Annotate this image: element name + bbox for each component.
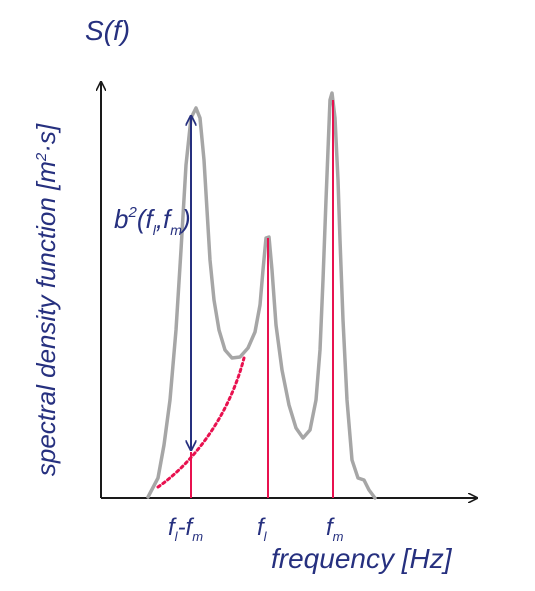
tick-label-fl: fl: [257, 514, 268, 544]
spectrum-curve: [146, 91, 377, 500]
s-of-f-label: S(f): [85, 15, 130, 46]
tick-label-fm: fm: [326, 514, 344, 544]
x-axis-label: frequency [Hz]: [271, 543, 453, 574]
bispectrum-label: b2(fl,fm): [114, 204, 191, 238]
y-axis-label: spectral density function [m2·s]: [31, 123, 61, 476]
interaction-dotted-curve: [156, 356, 246, 489]
tick-label-fl-minus-fm: fl-fm: [168, 514, 203, 544]
